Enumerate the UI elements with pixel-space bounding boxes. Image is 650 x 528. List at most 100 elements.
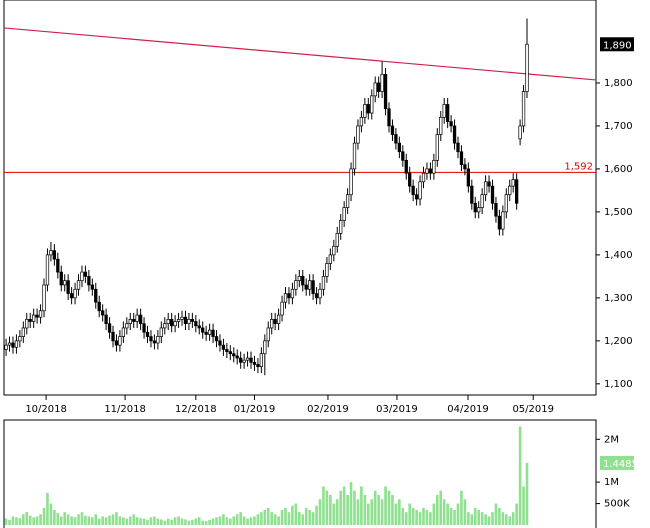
volume-bar bbox=[308, 510, 311, 525]
volume-bar bbox=[280, 510, 284, 525]
volume-bar bbox=[63, 512, 67, 525]
candle-body bbox=[125, 323, 129, 329]
candle-body bbox=[439, 116, 443, 135]
candle-body bbox=[287, 293, 291, 299]
volume-bar bbox=[139, 518, 142, 525]
volume-bar bbox=[94, 514, 98, 525]
candle-body bbox=[328, 254, 333, 264]
candle-body bbox=[18, 336, 22, 342]
x-tick-label: 11/2018 bbox=[104, 404, 146, 415]
candle-body bbox=[473, 202, 477, 213]
candle-body bbox=[425, 168, 429, 174]
volume-bar bbox=[442, 499, 446, 525]
candle-body bbox=[359, 116, 364, 127]
candle-body bbox=[87, 276, 91, 286]
volume-bar bbox=[325, 490, 329, 525]
candle-body bbox=[239, 357, 243, 363]
volume-bar bbox=[508, 516, 512, 525]
candle-body bbox=[11, 342, 15, 348]
volume-bar bbox=[380, 499, 384, 525]
candle-body bbox=[194, 321, 198, 327]
volume-bar bbox=[284, 507, 287, 525]
trend-line bbox=[3, 27, 597, 81]
volume-bar bbox=[318, 499, 322, 525]
volume-bar bbox=[356, 499, 360, 525]
candle-body bbox=[56, 258, 60, 273]
volume-bar bbox=[18, 518, 22, 525]
volume-bar bbox=[477, 510, 481, 525]
volume-bar bbox=[456, 503, 460, 525]
volume-bar bbox=[439, 490, 443, 525]
volume-bar bbox=[256, 514, 260, 525]
volume-bar bbox=[460, 490, 463, 525]
volume-bar bbox=[191, 519, 194, 525]
volume-bar bbox=[39, 514, 42, 525]
candle-body bbox=[394, 134, 398, 144]
candle-body bbox=[339, 220, 343, 234]
volume-bar bbox=[266, 507, 270, 525]
candle-body bbox=[318, 288, 322, 299]
volume-bar bbox=[408, 503, 412, 525]
volume-bar bbox=[373, 490, 377, 525]
candle-body bbox=[76, 280, 81, 290]
candle-body bbox=[508, 185, 512, 196]
volume-bar bbox=[239, 512, 242, 525]
candle-body bbox=[45, 254, 50, 286]
candle-body bbox=[390, 125, 395, 135]
candle-body bbox=[345, 194, 350, 208]
volume-bar bbox=[25, 512, 29, 525]
last-value-label: 1,890 bbox=[603, 40, 632, 51]
volume-bar bbox=[473, 507, 477, 525]
volume-bar bbox=[491, 512, 494, 525]
candle-body bbox=[321, 276, 326, 290]
volume-bar bbox=[204, 521, 208, 525]
candle-body bbox=[397, 142, 402, 153]
volume-bar bbox=[142, 518, 146, 525]
volume-bar bbox=[163, 520, 167, 525]
candle-body bbox=[170, 319, 174, 327]
candle-body bbox=[163, 323, 167, 329]
candle-body bbox=[156, 336, 160, 344]
x-tick-label: 02/2019 bbox=[307, 404, 349, 415]
candle-body bbox=[107, 323, 112, 333]
volume-bar bbox=[425, 510, 429, 525]
candle-body bbox=[490, 185, 495, 204]
volume-bar bbox=[49, 503, 53, 525]
volume-bar bbox=[384, 486, 387, 525]
candle-body bbox=[356, 125, 360, 144]
x-tick-label: 10/2018 bbox=[25, 404, 67, 415]
candle-body bbox=[470, 185, 474, 204]
volume-bar bbox=[187, 520, 191, 525]
volume-bar bbox=[370, 499, 374, 525]
volume-bar bbox=[170, 519, 173, 525]
volume-bar bbox=[418, 512, 422, 525]
candle-body bbox=[442, 104, 446, 118]
volume-bar bbox=[53, 510, 56, 525]
candle-body bbox=[94, 288, 98, 303]
candle-body bbox=[452, 125, 457, 144]
candle-body bbox=[283, 293, 288, 303]
candle-body bbox=[180, 316, 184, 320]
volume-bar bbox=[180, 518, 184, 525]
candle-body bbox=[308, 280, 312, 290]
volume-bar bbox=[118, 516, 122, 525]
volume-bar bbox=[415, 510, 418, 525]
candle-body bbox=[525, 43, 529, 92]
x-tick-label: 12/2018 bbox=[175, 404, 217, 415]
volume-bar bbox=[501, 512, 505, 525]
candle-body bbox=[28, 319, 32, 322]
y-tick-label: 1M bbox=[604, 477, 619, 488]
candle-body bbox=[304, 284, 308, 290]
volume-bar bbox=[391, 495, 394, 525]
volume-bar bbox=[222, 514, 225, 525]
candle-body bbox=[73, 288, 77, 299]
volume-bar bbox=[377, 495, 380, 525]
volume-bar bbox=[211, 518, 215, 525]
candle-body bbox=[290, 288, 295, 299]
candle-body bbox=[114, 340, 119, 346]
volume-bar bbox=[232, 516, 236, 525]
candle-body bbox=[487, 181, 491, 187]
volume-bar bbox=[404, 512, 408, 525]
volume-bar bbox=[87, 516, 91, 525]
candle-body bbox=[218, 340, 222, 346]
